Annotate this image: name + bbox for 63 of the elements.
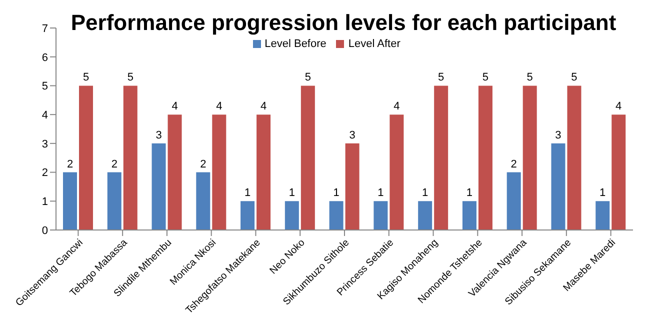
data-label: 5	[571, 72, 578, 84]
data-label: 1	[422, 187, 428, 200]
data-label: 2	[510, 158, 517, 170]
chart-title: Performance progression levels for each participant	[70, 10, 616, 35]
data-label: 4	[172, 100, 178, 113]
data-label: 1	[378, 187, 384, 200]
y-tick-label: 3	[42, 138, 48, 150]
bar	[596, 201, 610, 230]
y-tick-label: 6	[42, 52, 48, 64]
bar	[462, 201, 476, 230]
data-label: 5	[526, 72, 533, 84]
data-label: 4	[216, 100, 222, 113]
bar	[107, 172, 122, 230]
data-label: 1	[288, 187, 295, 200]
bar	[390, 114, 404, 230]
data-label: 5	[82, 72, 90, 84]
bar	[79, 86, 93, 230]
y-tick-label: 5	[42, 80, 48, 93]
bar	[256, 114, 271, 230]
data-label: 4	[260, 100, 267, 113]
bar	[551, 143, 566, 230]
bar	[506, 172, 521, 230]
data-label: 1	[244, 187, 251, 200]
bar	[567, 86, 582, 230]
bar	[284, 201, 299, 230]
bar	[612, 114, 626, 230]
data-label: 2	[200, 158, 206, 170]
data-label: 3	[349, 129, 356, 142]
data-label: 2	[111, 158, 118, 170]
data-label: 3	[555, 129, 562, 142]
y-tick-label: 4	[42, 109, 48, 122]
data-label: 1	[466, 187, 473, 200]
bar	[63, 172, 77, 230]
bar	[212, 114, 226, 230]
bar	[300, 86, 315, 230]
data-label: 1	[333, 187, 340, 200]
data-label: 4	[616, 100, 622, 113]
y-tick-label: 0	[42, 224, 48, 237]
bar	[374, 201, 388, 230]
legend-label: Level Before	[264, 38, 326, 50]
data-label: 3	[156, 129, 162, 142]
legend-label: Level After	[348, 38, 400, 50]
data-label: 5	[304, 72, 311, 84]
y-tick-label: 7	[42, 22, 48, 35]
data-label: 5	[482, 72, 489, 84]
bar	[168, 114, 182, 230]
bar	[418, 201, 432, 230]
data-label: 2	[66, 158, 74, 170]
y-tick-label: 1	[42, 196, 48, 208]
y-tick-label: 2	[42, 167, 48, 180]
bar	[329, 201, 344, 230]
bar	[434, 86, 448, 230]
data-label: 5	[438, 72, 444, 84]
bar	[240, 201, 255, 230]
data-label: 1	[600, 187, 606, 200]
bar	[522, 86, 537, 230]
bar	[152, 143, 166, 230]
bar	[123, 86, 138, 230]
bar	[478, 86, 492, 230]
data-label: 4	[394, 100, 400, 113]
bar	[196, 172, 210, 230]
bar	[345, 143, 360, 230]
data-label: 5	[127, 72, 134, 84]
